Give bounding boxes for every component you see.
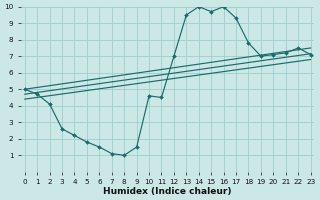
X-axis label: Humidex (Indice chaleur): Humidex (Indice chaleur) <box>103 187 232 196</box>
